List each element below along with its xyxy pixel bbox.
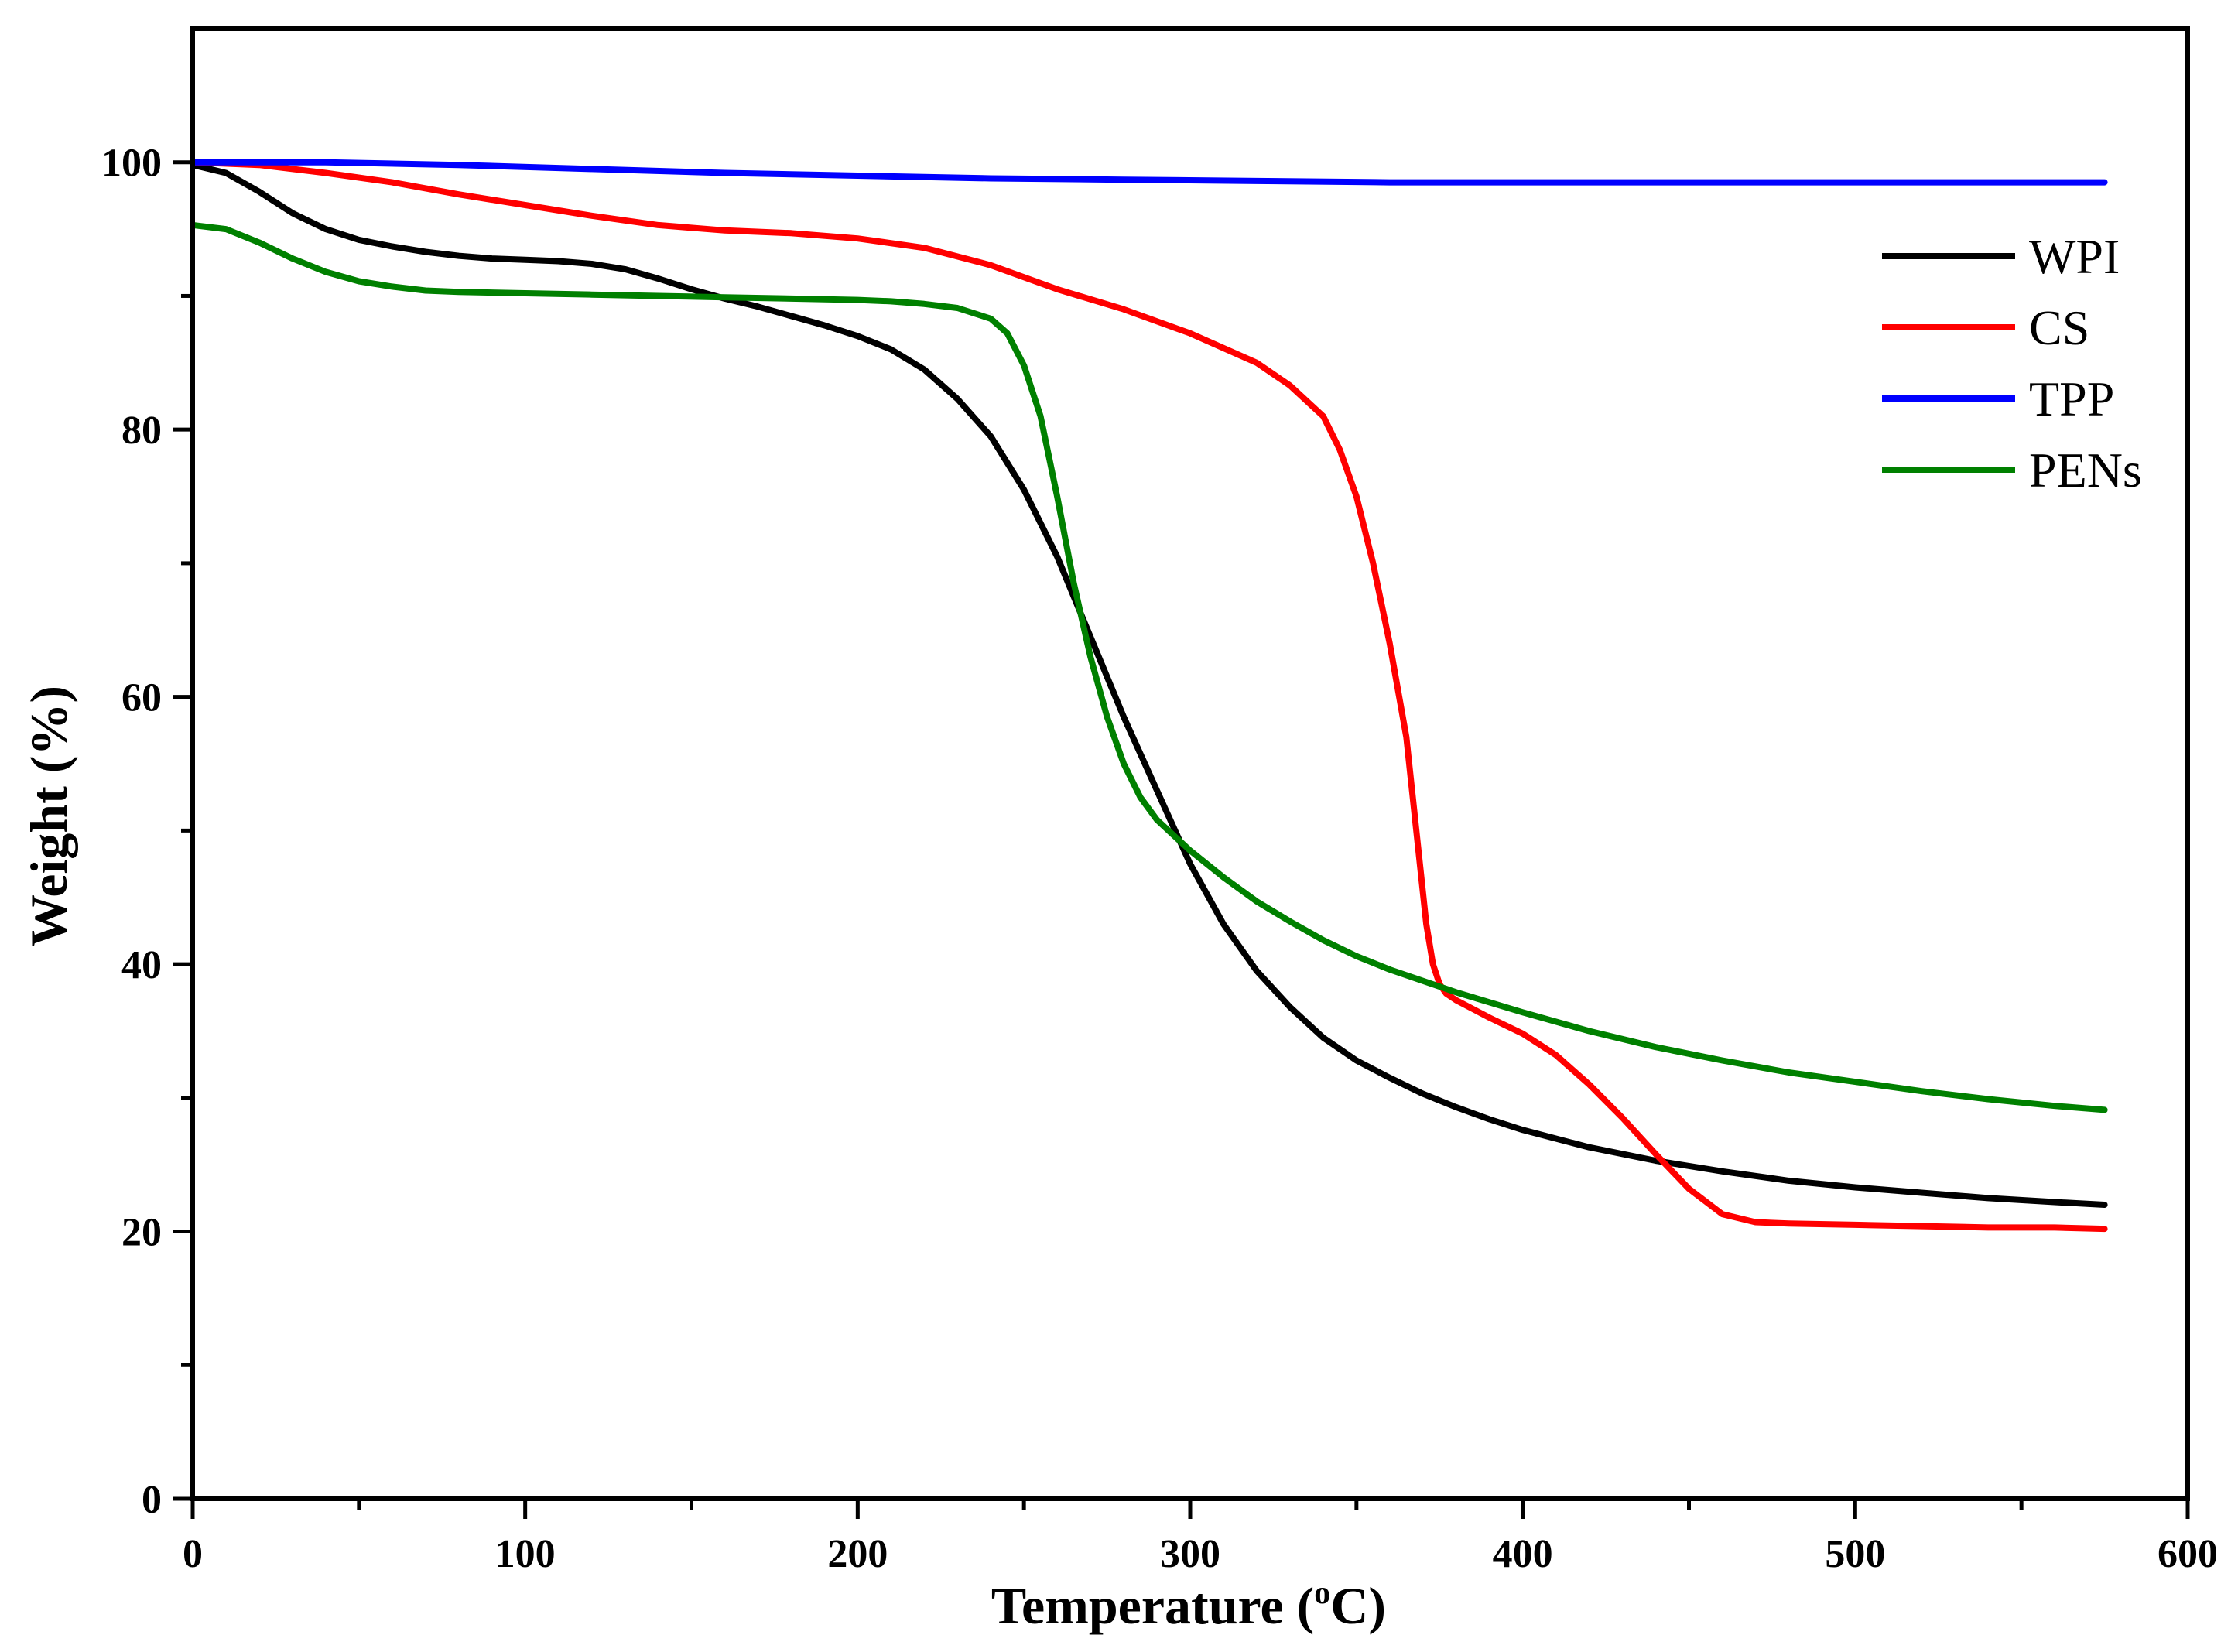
y-tick-label: 80 [121,409,162,453]
legend: WPI CS TPP PENs [1882,229,2142,498]
series-line-pens [190,221,2108,1113]
x-axis-title-unit-sup: o [1314,1575,1330,1611]
x-axis-title: Temperature (oC) [991,1575,1386,1635]
series-line-cs [190,159,2108,1233]
x-tick-label: 600 [2158,1532,2218,1576]
legend-label-tpp: TPP [2029,371,2114,426]
x-tick-label: 300 [1160,1532,1220,1576]
x-tick-label: 100 [495,1532,556,1576]
x-tick-label: 500 [1825,1532,1885,1576]
x-axis-title-unit-open: ( [1297,1576,1315,1635]
plot-frame [190,26,2190,1501]
legend-label-cs: CS [2029,300,2089,355]
y-tick-label: 60 [121,676,162,720]
y-tick-label: 0 [142,1478,162,1522]
x-axis-title-main: Temperature [991,1576,1284,1635]
axis-ticks-group: 0 100 200 300 400 500 600 0 20 40 60 80 100 [101,142,2218,1576]
y-axis-title: Weight (%) [19,686,78,947]
data-series-group [190,159,2108,1233]
legend-label-pens: PENs [2029,443,2142,498]
y-tick-label: 100 [101,142,162,186]
y-tick-label: 20 [121,1211,162,1255]
series-line-tpp [190,159,2108,186]
x-tick-label: 200 [827,1532,888,1576]
series-line-wpi [190,162,2108,1208]
legend-label-wpi: WPI [2029,229,2120,284]
x-tick-label: 0 [183,1532,203,1576]
x-tick-label: 400 [1493,1532,1553,1576]
x-axis-title-unit-close: C) [1330,1576,1386,1635]
y-tick-label: 40 [121,943,162,987]
